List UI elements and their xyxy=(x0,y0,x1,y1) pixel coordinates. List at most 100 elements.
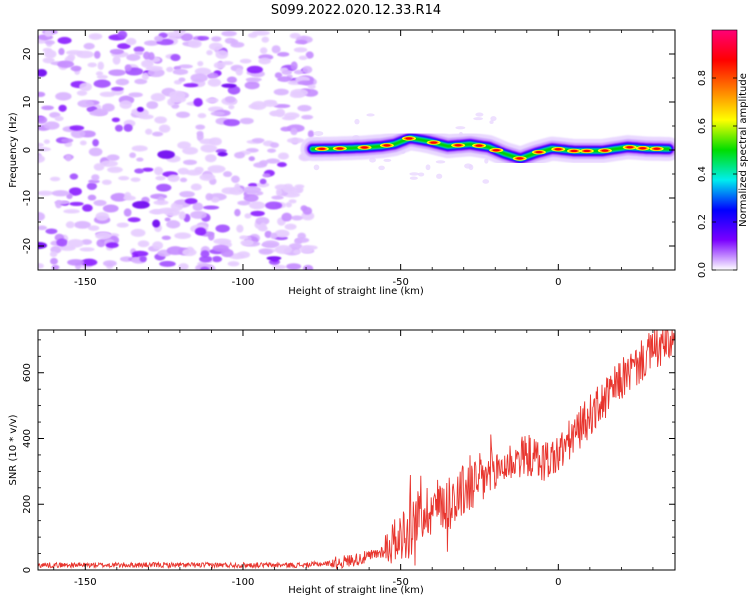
noise-blob xyxy=(131,250,149,257)
noise-blob xyxy=(297,80,314,86)
noise-blob xyxy=(153,200,169,206)
signal-hotspot xyxy=(626,146,634,149)
noise-blob xyxy=(134,78,148,85)
noise-blob xyxy=(65,154,72,162)
noise-blob xyxy=(206,50,213,56)
noise-blob xyxy=(313,131,324,137)
noise-blob xyxy=(79,82,92,92)
noise-blob xyxy=(307,84,316,90)
noise-blob xyxy=(111,117,120,123)
noise-blob xyxy=(93,50,101,59)
y-tick-label: 10 xyxy=(22,96,33,109)
noise-blob xyxy=(175,200,186,205)
noise-blob xyxy=(288,199,297,204)
noise-blob xyxy=(259,178,267,185)
signal-hotspot xyxy=(383,144,391,147)
signal-hotspot xyxy=(639,147,647,150)
noise-blob xyxy=(45,228,58,235)
noise-blob xyxy=(293,249,301,255)
noise-blob xyxy=(138,114,154,120)
noise-blob xyxy=(240,239,254,246)
noise-blob xyxy=(57,36,72,45)
noise-blob xyxy=(284,223,297,230)
noise-blob xyxy=(182,248,197,257)
noise-blob xyxy=(136,157,144,162)
noise-blob xyxy=(151,209,162,215)
noise-blob xyxy=(180,33,194,42)
noise-blob xyxy=(130,177,141,182)
noise-blob xyxy=(243,185,262,194)
noise-blob xyxy=(178,263,189,270)
noise-blob xyxy=(95,231,112,240)
noise-blob xyxy=(152,241,164,250)
noise-blob xyxy=(265,158,280,164)
noise-blob xyxy=(38,154,45,163)
noise-blob xyxy=(88,147,103,157)
noise-blob xyxy=(264,230,272,239)
figure-title: S099.2022.020.12.33.R14 xyxy=(271,3,441,18)
noise-blob xyxy=(473,117,484,121)
signal-hotspot xyxy=(475,144,483,147)
noise-blob xyxy=(164,217,171,222)
noise-blob xyxy=(211,256,223,263)
noise-blob xyxy=(142,51,151,60)
noise-blob xyxy=(354,118,360,125)
noise-blob xyxy=(114,124,123,132)
noise-blob xyxy=(200,266,210,270)
noise-blob xyxy=(258,57,271,65)
noise-blob xyxy=(174,232,192,240)
noise-blob xyxy=(224,96,236,103)
noise-blob xyxy=(190,73,208,83)
colorbar-tick-label: 0.2 xyxy=(697,214,708,230)
noise-blob xyxy=(136,106,144,112)
noise-blob xyxy=(183,159,197,166)
noise-blob xyxy=(231,175,240,183)
noise-blob xyxy=(267,148,277,153)
noise-blob xyxy=(226,76,238,84)
noise-blob xyxy=(302,65,313,74)
noise-blob xyxy=(38,225,48,231)
noise-blob xyxy=(409,176,418,180)
signal-hotspot xyxy=(554,148,562,151)
noise-blob xyxy=(89,110,108,117)
noise-blob xyxy=(221,30,237,37)
noise-blob xyxy=(305,51,314,59)
noise-blob xyxy=(139,255,147,263)
noise-blob xyxy=(248,103,261,109)
noise-blob xyxy=(57,60,75,68)
x-tick-label: -100 xyxy=(232,277,255,288)
noise-blob xyxy=(175,111,191,118)
noise-blob xyxy=(271,195,284,200)
noise-blob xyxy=(38,91,46,98)
noise-blob xyxy=(299,245,314,254)
noise-blob xyxy=(475,112,484,117)
noise-blob xyxy=(124,64,132,72)
x-tick-label: 0 xyxy=(555,277,561,288)
signal-hotspot xyxy=(318,147,326,150)
signal-hotspot xyxy=(405,137,413,140)
noise-blob xyxy=(41,105,54,111)
colorbar-tick-label: 0.0 xyxy=(697,262,708,278)
noise-blob xyxy=(261,36,270,43)
noise-blob xyxy=(274,229,290,238)
noise-blob xyxy=(255,216,270,226)
spectrogram-x-label: Height of straight line (km) xyxy=(288,286,424,297)
noise-blob xyxy=(170,54,181,62)
signal-hotspot xyxy=(653,147,661,150)
noise-blob xyxy=(207,78,222,87)
noise-blob xyxy=(43,121,60,130)
noise-blob xyxy=(295,186,304,194)
noise-blob xyxy=(142,167,154,172)
noise-blob xyxy=(258,248,273,255)
noise-blob xyxy=(265,201,283,210)
noise-blob xyxy=(210,196,220,203)
colorbar-ticks: 0.0 0.2 0.4 0.6 0.8 xyxy=(697,70,737,278)
noise-blob xyxy=(217,151,228,157)
y-tick-label: 20 xyxy=(22,48,33,61)
noise-blob xyxy=(134,168,145,174)
snr-x-label: Height of straight line (km) xyxy=(288,585,424,596)
noise-blob xyxy=(131,145,148,152)
signal-hotspot xyxy=(430,141,438,144)
noise-blob xyxy=(99,91,116,98)
noise-blob xyxy=(87,225,100,231)
